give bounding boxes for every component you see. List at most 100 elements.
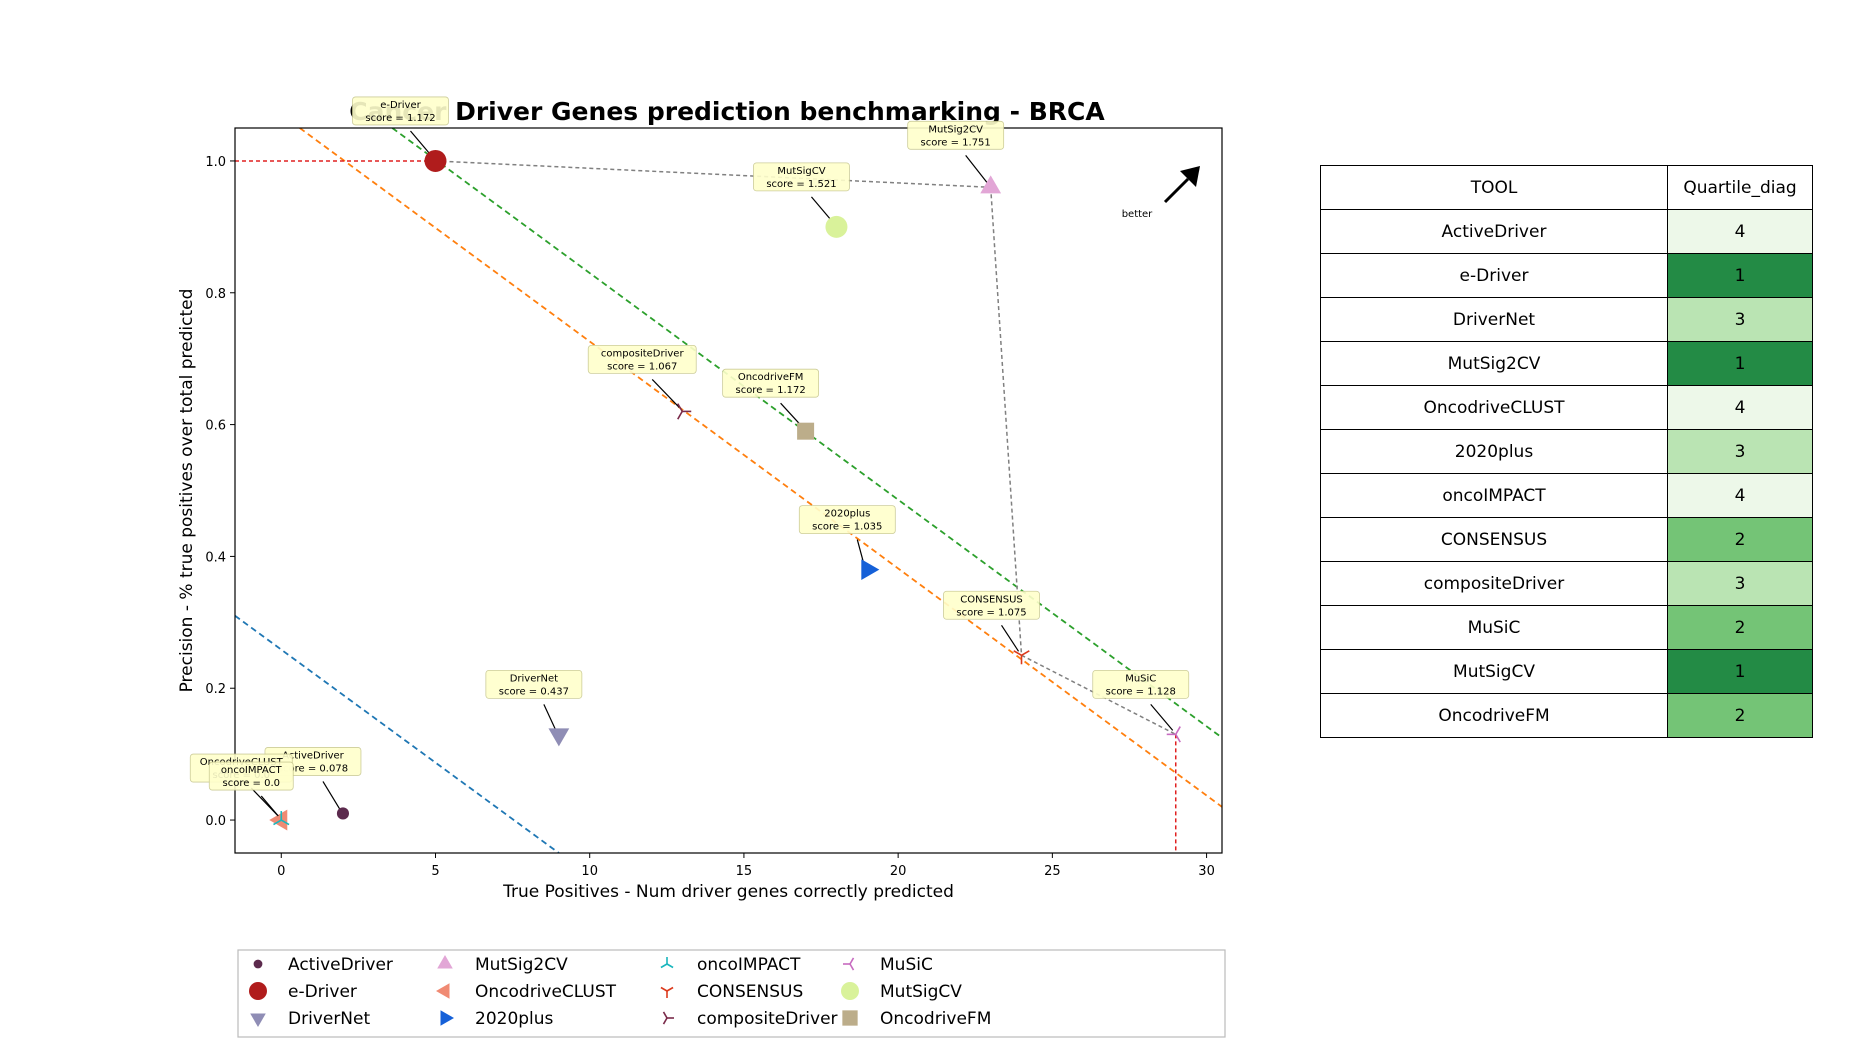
legend-item-OncodriveCLUST: OncodriveCLUST (436, 982, 617, 1002)
annotation-name: MutSig2CV (928, 124, 983, 135)
table-cell-tool: MuSiC (1320, 605, 1668, 650)
legend-marker (842, 1010, 858, 1026)
table-row: ActiveDriver 4 (1320, 209, 1813, 254)
point-compositeDriver (677, 403, 692, 420)
annotation-e-Driver: e-Driver score = 1.172 (352, 96, 449, 158)
table-cell-tool: ActiveDriver (1320, 209, 1668, 254)
annotation-name: MutSigCV (777, 166, 825, 177)
table-row: MutSig2CV 1 (1320, 341, 1813, 386)
legend-item-e-Driver: e-Driver (249, 982, 357, 1002)
table-cell-quartile: 3 (1667, 561, 1813, 606)
annotation-oncoIMPACT: oncoIMPACT score = 0.0 (208, 761, 294, 817)
annotation-name: DriverNet (510, 673, 558, 684)
pareto-segment (989, 187, 1023, 656)
annotation-arrow (260, 795, 279, 817)
table-row: OncodriveCLUST 4 (1320, 385, 1813, 430)
table-header-quartile: Quartile_diag (1667, 165, 1813, 210)
annotation-box (722, 368, 820, 398)
annotation-name: MuSiC (1125, 673, 1156, 684)
legend-label: MutSig2CV (475, 955, 568, 975)
y-tick-label: 0.8 (205, 287, 226, 302)
annotation-name: oncoIMPACT (221, 765, 283, 776)
y-tick-label: 0.2 (205, 682, 226, 697)
annotation-score: score = 0.0 (223, 778, 281, 789)
table-cell-quartile: 1 (1667, 649, 1813, 694)
annotation-score: score = 1.067 (607, 361, 677, 372)
annotation-DriverNet: DriverNet score = 0.437 (485, 669, 583, 731)
legend-item-compositeDriver: compositeDriver (662, 1009, 838, 1029)
legend-marker (660, 957, 674, 969)
table-row: DriverNet 3 (1320, 297, 1813, 342)
point-2020plus (861, 559, 880, 580)
legend-label: e-Driver (288, 982, 357, 1002)
legend-label: MuSiC (880, 955, 933, 975)
table-cell-tool: MutSigCV (1320, 649, 1668, 694)
legend: ActiveDriver e-Driver DriverNet MutSig2CV On… (237, 949, 1226, 1038)
annotation-name: 2020plus (824, 509, 870, 520)
legend-label: ActiveDriver (288, 955, 393, 975)
table-cell-tool: MutSig2CV (1320, 341, 1668, 386)
table-cell-tool: oncoIMPACT (1320, 473, 1668, 518)
legend-label: CONSENSUS (697, 982, 803, 1002)
legend-label: OncodriveCLUST (475, 982, 617, 1002)
table-row: e-Driver 1 (1320, 253, 1813, 298)
table-cell-tool: CONSENSUS (1320, 517, 1668, 562)
annotation-box (943, 590, 1040, 620)
table-cell-tool: DriverNet (1320, 297, 1668, 342)
legend-item-OncodriveFM: OncodriveFM (842, 1009, 991, 1029)
legend-item-MuSiC: MuSiC (843, 955, 933, 975)
legend-item-oncoIMPACT: oncoIMPACT (660, 955, 801, 975)
legend-marker (662, 1011, 674, 1025)
better-label: better (1122, 209, 1153, 220)
table-cell-quartile: 2 (1667, 693, 1813, 738)
table-row: OncodriveFM 2 (1320, 693, 1813, 738)
legend-item-ActiveDriver: ActiveDriver (253, 955, 393, 975)
legend-marker (436, 983, 450, 999)
annotation-compositeDriver: compositeDriver score = 1.067 (587, 345, 697, 408)
legend-marker (841, 982, 859, 1000)
diagonal-line-1 (299, 128, 1222, 808)
annotation-name: compositeDriver (601, 348, 685, 359)
table-row: 2020plus 3 (1320, 429, 1813, 474)
legend-item-DriverNet: DriverNet (250, 1009, 370, 1029)
annotation-score: score = 1.172 (735, 385, 805, 396)
table-cell-quartile: 3 (1667, 297, 1813, 342)
table-row: CONSENSUS 2 (1320, 517, 1813, 562)
point-MutSig2CV (980, 175, 1002, 194)
x-tick-label: 10 (581, 864, 598, 879)
legend-frame (237, 949, 1226, 1038)
point-MutSigCV (825, 215, 848, 238)
annotation-score: score = 1.035 (812, 522, 882, 533)
annotation-score: score = 0.437 (499, 686, 569, 697)
annotation-box (1092, 669, 1190, 699)
legend-label: oncoIMPACT (697, 955, 801, 975)
annotation-name: ActiveDriver (282, 750, 345, 761)
point-e-Driver (424, 149, 447, 172)
table-cell-quartile: 4 (1667, 209, 1813, 254)
table-row: MuSiC 2 (1320, 605, 1813, 650)
annotation-score: score = 1.075 (956, 607, 1026, 618)
annotation-box (907, 120, 1005, 150)
y-tick-label: 0.4 (205, 550, 226, 565)
point-oncoIMPACT (273, 811, 290, 826)
annotation-name: CONSENSUS (960, 594, 1023, 605)
annotation-score: score = 1.521 (766, 179, 836, 190)
annotation-box (798, 505, 896, 534)
legend-item-MutSig2CV: MutSig2CV (437, 955, 568, 975)
better-arrow-icon (1163, 177, 1190, 204)
annotation-OncodriveFM: OncodriveFM score = 1.172 (722, 368, 820, 428)
y-tick-label: 0.0 (205, 814, 226, 829)
annotation-2020plus: 2020plus score = 1.035 (798, 505, 896, 566)
diagonal-line-0 (235, 615, 560, 853)
legend-marker (843, 957, 855, 971)
annotation-arrow (651, 378, 680, 408)
table-cell-quartile: 4 (1667, 473, 1813, 518)
table-cell-tool: 2020plus (1320, 429, 1668, 474)
annotation-MutSig2CV: MutSig2CV score = 1.751 (907, 120, 1005, 184)
legend-marker (440, 1010, 454, 1026)
quartile-table: TOOL Quartile_diag ActiveDriver 4 e-Driver… (1320, 165, 1813, 738)
legend-item-2020plus: 2020plus (440, 1009, 554, 1029)
y-tick-label: 0.6 (205, 419, 226, 434)
legend-marker (437, 955, 453, 969)
point-OncodriveFM (797, 422, 815, 440)
